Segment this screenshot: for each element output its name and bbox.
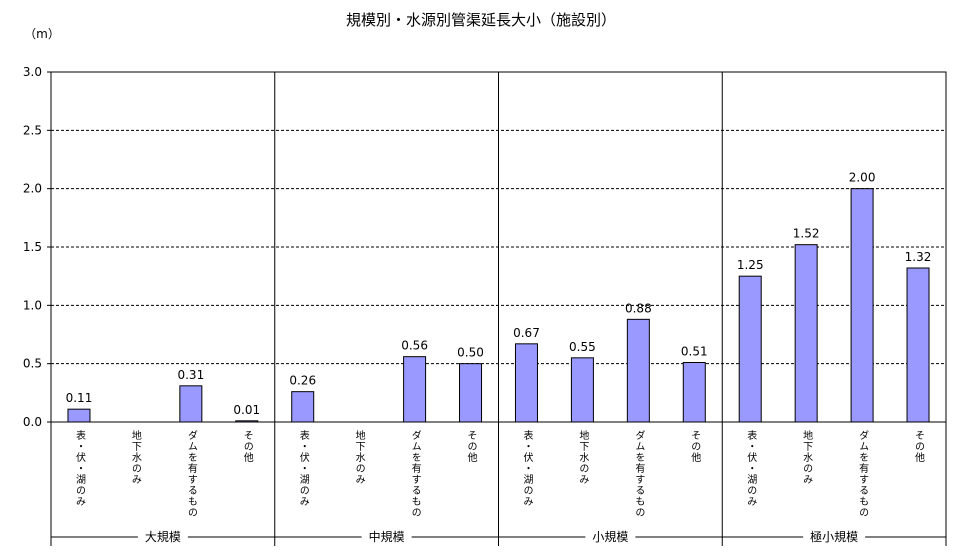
bar	[459, 363, 483, 423]
group-label: 極小規模	[810, 529, 858, 544]
category-label: 地下水のみ	[801, 429, 813, 485]
y-tick-label: 2.5	[23, 123, 42, 137]
data-label: 0.51	[681, 345, 708, 359]
category-label: 地下水のみ	[577, 429, 589, 485]
category-label: ダムを有するもの	[857, 430, 869, 518]
bar	[626, 318, 650, 423]
bar	[738, 275, 762, 423]
data-label: 0.55	[569, 340, 596, 354]
plot-area: 0.0 0.5 1.0 1.5 2.0 2.5 3.0 0.11 表・伏・湖のみ 地下水のみ 0.3…	[23, 65, 947, 546]
category-label: ダムを有するもの	[185, 430, 197, 518]
y-tick-label: 1.0	[23, 298, 42, 312]
category-label: 表・伏・湖のみ	[73, 429, 85, 507]
chart-title: 規模別・水源別管渠延長大小（施設別）	[346, 11, 616, 29]
category-label: 地下水のみ	[353, 429, 365, 485]
bar	[794, 244, 818, 423]
bar	[682, 362, 706, 423]
y-tick-label: 0.5	[23, 357, 42, 371]
bar	[67, 408, 91, 423]
y-axis-label: （m）	[24, 27, 60, 41]
bar	[291, 391, 315, 423]
data-label: 0.50	[457, 346, 484, 360]
bar	[235, 420, 259, 423]
category-label: その他	[913, 430, 925, 463]
bar	[850, 188, 874, 423]
group-label: 小規模	[592, 529, 628, 544]
category-label: その他	[465, 430, 477, 463]
group-label: 中規模	[369, 529, 405, 544]
data-label: 0.26	[289, 374, 316, 388]
data-label: 1.25	[737, 258, 764, 272]
data-label: 1.32	[905, 250, 932, 264]
category-label: ダムを有するもの	[409, 430, 421, 518]
data-label: 0.11	[66, 391, 93, 405]
y-tick-label: 1.5	[23, 240, 42, 254]
data-label: 0.01	[233, 403, 260, 417]
group-label: 大規模	[145, 529, 181, 544]
bar	[906, 267, 930, 423]
data-label: 0.31	[177, 368, 204, 382]
category-label: 表・伏・湖のみ	[297, 429, 309, 507]
data-label: 1.52	[793, 227, 820, 241]
data-label: 0.67	[513, 326, 540, 340]
bar	[403, 356, 427, 423]
data-label: 2.00	[849, 171, 876, 185]
category-label: ダムを有するもの	[633, 430, 645, 518]
y-tick-label: 2.0	[23, 182, 42, 196]
category-label: 表・伏・湖のみ	[745, 429, 757, 507]
category-label: その他	[689, 430, 701, 463]
bar	[179, 385, 203, 423]
category-label: その他	[241, 430, 253, 463]
category-label: 地下水のみ	[129, 429, 141, 485]
bar	[570, 357, 594, 423]
data-label: 0.56	[401, 339, 428, 353]
y-tick-label: 3.0	[23, 65, 42, 79]
category-label: 表・伏・湖のみ	[521, 429, 533, 507]
y-tick-label: 0.0	[23, 415, 42, 429]
data-label: 0.88	[625, 301, 652, 315]
bar	[514, 343, 538, 423]
